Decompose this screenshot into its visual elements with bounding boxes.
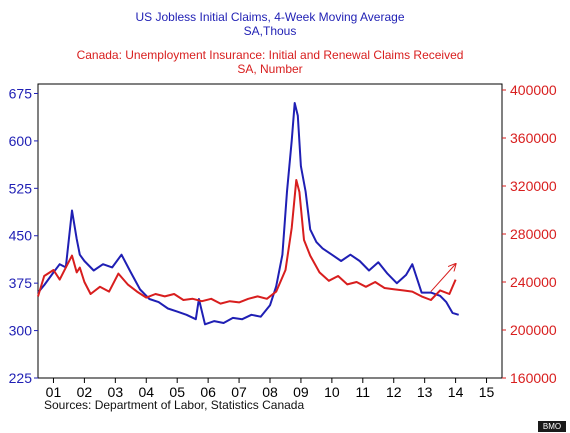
bmo-logo-badge: BMO: [538, 421, 566, 432]
left-axis-tick-label: 225: [9, 370, 33, 386]
x-axis-tick-label: 09: [293, 384, 309, 400]
left-axis-tick-label: 600: [9, 133, 33, 149]
plot-frame: [37, 83, 503, 379]
x-axis-tick-label: 07: [231, 384, 247, 400]
x-axis-tick-label: 01: [46, 384, 62, 400]
canada-series-unit: SA, Number: [237, 62, 303, 76]
x-axis-tick-label: 02: [77, 384, 93, 400]
right-axis-tick-label: 320000: [510, 178, 557, 194]
x-axis-tick-label: 11: [356, 384, 371, 400]
x-axis-tick-label: 08: [262, 384, 278, 400]
right-axis-tick-label: 200000: [510, 322, 557, 338]
left-axis-tick-label: 450: [9, 228, 33, 244]
left-axis-tick-label: 300: [9, 323, 33, 339]
x-axis-tick-label: 13: [417, 384, 433, 400]
x-axis-tick-label: 06: [200, 384, 216, 400]
right-axis-tick-label: 280000: [510, 226, 557, 242]
us-series-unit: SA,Thous: [243, 24, 297, 38]
x-axis-tick-label: 15: [479, 384, 495, 400]
canada-trend-arrow: [430, 264, 456, 292]
canada-claims-line: [37, 179, 457, 305]
source-note: Sources: Department of Labor, Statistics…: [44, 398, 305, 412]
left-axis-tick-label: 675: [9, 85, 33, 101]
right-axis-tick-label: 240000: [510, 274, 557, 290]
right-axis-tick-label: 400000: [510, 82, 557, 98]
x-axis-tick-label: 14: [448, 384, 464, 400]
x-axis-tick-label: 04: [138, 384, 154, 400]
right-axis-tick-label: 160000: [510, 370, 557, 386]
canada-series-title: Canada: Unemployment Insurance: Initial …: [76, 48, 464, 62]
us-claims-line: [37, 102, 459, 326]
x-axis-tick-label: 10: [324, 384, 340, 400]
left-axis-tick-label: 525: [9, 180, 33, 196]
x-axis-tick-label: 03: [108, 384, 124, 400]
x-axis-tick-label: 05: [169, 384, 185, 400]
left-axis-tick-label: 375: [9, 275, 33, 291]
x-axis-tick-label: 12: [386, 384, 402, 400]
us-series-title: US Jobless Initial Claims, 4-Week Moving…: [135, 10, 405, 24]
right-axis-tick-label: 360000: [510, 130, 557, 146]
